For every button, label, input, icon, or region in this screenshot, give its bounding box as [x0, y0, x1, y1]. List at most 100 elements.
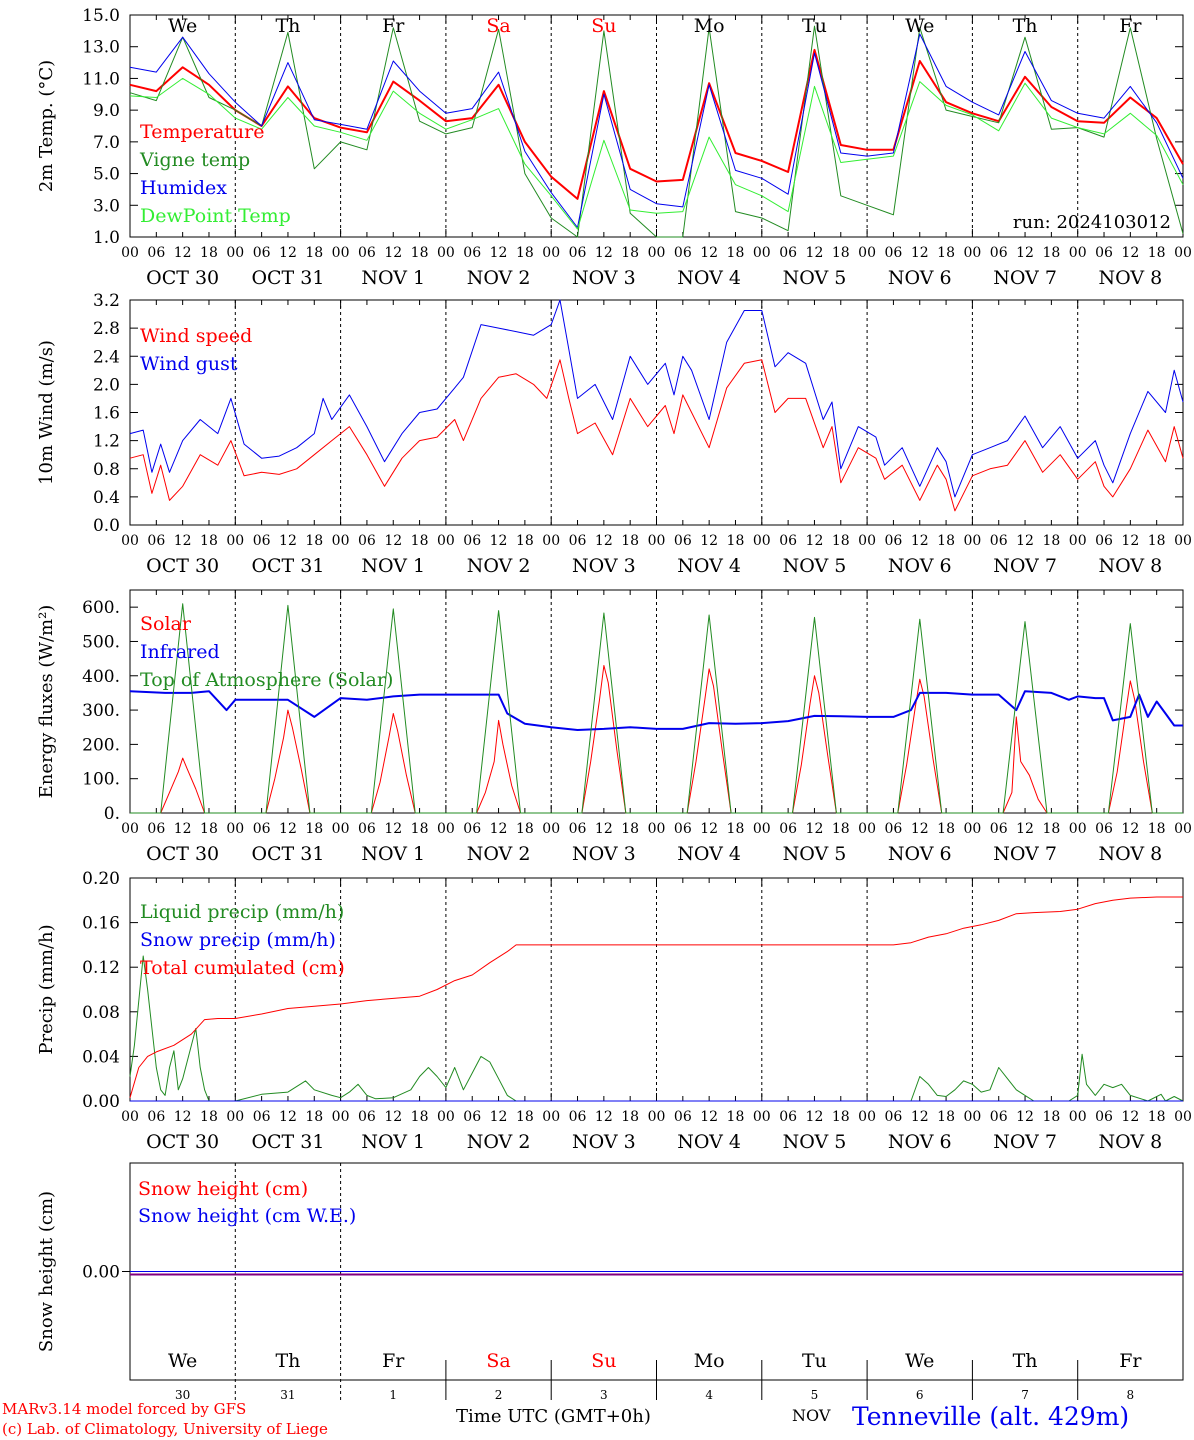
hour-tick-label: 18	[727, 533, 745, 549]
hour-tick-label: 12	[1121, 821, 1139, 837]
legend-entry: DewPoint Temp	[140, 205, 291, 227]
hour-tick-label: 06	[569, 245, 587, 261]
weekday-label: Th	[1013, 15, 1038, 37]
hour-tick-label: 18	[937, 245, 955, 261]
hour-tick-label: 18	[411, 533, 429, 549]
y-tick-label: 0.4	[93, 488, 120, 508]
y-tick-label: 500.	[82, 632, 120, 652]
hour-tick-label: 00	[1174, 245, 1192, 261]
y-tick-label: 9.0	[93, 101, 120, 121]
hour-tick-label: 06	[1095, 245, 1113, 261]
date-label: NOV 2	[467, 1131, 531, 1153]
hour-tick-label: 00	[648, 533, 666, 549]
hour-tick-label: 18	[727, 821, 745, 837]
y-tick-label: 200.	[82, 735, 120, 755]
date-label: NOV 2	[467, 843, 531, 865]
y-tick-label: 2.0	[93, 375, 120, 395]
weekday-label: Tu	[802, 1350, 827, 1372]
hour-tick-label: 06	[358, 1109, 376, 1125]
hour-tick-label: 18	[621, 533, 639, 549]
date-label: OCT 30	[146, 267, 219, 289]
series-line-temp-0	[129, 48, 1184, 200]
hour-tick-label: 00	[753, 245, 771, 261]
hour-tick-label: 00	[542, 821, 560, 837]
hour-tick-label: 12	[279, 245, 297, 261]
hour-tick-label: 00	[226, 1109, 244, 1125]
hour-tick-label: 06	[253, 245, 271, 261]
hour-tick-label: 06	[1095, 821, 1113, 837]
date-label: NOV 8	[1098, 1131, 1162, 1153]
weekday-label: Fr	[382, 15, 405, 37]
weekday-label: Mo	[694, 15, 725, 37]
hour-tick-label: 12	[595, 1109, 613, 1125]
hour-tick-label: 12	[595, 533, 613, 549]
y-axis-label: Precip (mm/h)	[36, 924, 57, 1054]
hour-tick-label: 12	[700, 821, 718, 837]
weekday-label: We	[905, 15, 934, 37]
date-label: NOV 2	[467, 267, 531, 289]
hour-tick-label: 12	[911, 1109, 929, 1125]
y-axis-label: 10m Wind (m/s)	[36, 340, 57, 485]
date-label: NOV 8	[1098, 555, 1162, 577]
y-tick-label: 0.0	[93, 516, 120, 536]
hour-tick-label: 18	[1042, 245, 1060, 261]
date-label: NOV 5	[783, 267, 847, 289]
hour-tick-label: 12	[1121, 1109, 1139, 1125]
series-line-wind-0	[129, 359, 1184, 512]
hour-tick-label: 00	[121, 821, 139, 837]
y-tick-label: 13.0	[82, 38, 120, 58]
hour-tick-label: 12	[911, 245, 929, 261]
date-label: NOV 3	[572, 267, 636, 289]
hour-tick-label: 12	[911, 533, 929, 549]
y-tick-label: 1.0	[93, 228, 120, 248]
hour-tick-label: 00	[121, 1109, 139, 1125]
hour-tick-label: 06	[463, 533, 481, 549]
hour-tick-label: 12	[700, 533, 718, 549]
hour-tick-label: 00	[753, 533, 771, 549]
hour-tick-label: 00	[648, 1109, 666, 1125]
hour-tick-label: 18	[1042, 1109, 1060, 1125]
hour-tick-label: 00	[226, 533, 244, 549]
hour-tick-label: 12	[490, 533, 508, 549]
hour-tick-label: 18	[937, 533, 955, 549]
legend-entry: Top of Atmosphere (Solar)	[140, 669, 393, 691]
y-axis-label: Snow height (cm)	[36, 1191, 57, 1352]
hour-tick-label: 12	[700, 245, 718, 261]
hour-tick-label: 12	[1121, 245, 1139, 261]
hour-tick-label: 06	[885, 533, 903, 549]
hour-tick-label: 00	[1069, 1109, 1087, 1125]
day-number-label: 6	[916, 1388, 924, 1402]
hour-tick-label: 00	[963, 1109, 981, 1125]
y-tick-label: 300.	[82, 701, 120, 721]
hour-tick-label: 12	[1016, 533, 1034, 549]
date-label: NOV 1	[361, 1131, 425, 1153]
station-name: Tenneville (alt. 429m)	[852, 1402, 1130, 1431]
hour-tick-label: 12	[1016, 245, 1034, 261]
hour-tick-label: 12	[490, 245, 508, 261]
hour-tick-label: 06	[147, 245, 165, 261]
series-line-temp-2	[129, 33, 1184, 228]
y-tick-label: 0.04	[82, 1047, 120, 1067]
hour-tick-label: 06	[253, 821, 271, 837]
hour-tick-label: 06	[358, 821, 376, 837]
legend-entry: Wind speed	[140, 325, 252, 347]
hour-tick-label: 00	[332, 245, 350, 261]
legend-entry: Wind gust	[140, 353, 238, 375]
hour-tick-label: 00	[437, 1109, 455, 1125]
hour-tick-label: 06	[1095, 533, 1113, 549]
hour-tick-label: 12	[1016, 1109, 1034, 1125]
weekday-label: Mo	[694, 1350, 725, 1372]
hour-tick-label: 12	[174, 1109, 192, 1125]
hour-tick-label: 06	[253, 1109, 271, 1125]
date-label: NOV 5	[783, 1131, 847, 1153]
hour-tick-label: 18	[1042, 533, 1060, 549]
y-tick-label: 100.	[82, 770, 120, 790]
hour-tick-label: 00	[332, 821, 350, 837]
hour-tick-label: 06	[1095, 1109, 1113, 1125]
weekday-label: We	[168, 1350, 197, 1372]
date-label: NOV 6	[888, 843, 952, 865]
hour-tick-label: 18	[727, 245, 745, 261]
hour-tick-label: 06	[147, 821, 165, 837]
y-tick-label: 600.	[82, 598, 120, 618]
hour-tick-label: 06	[569, 821, 587, 837]
